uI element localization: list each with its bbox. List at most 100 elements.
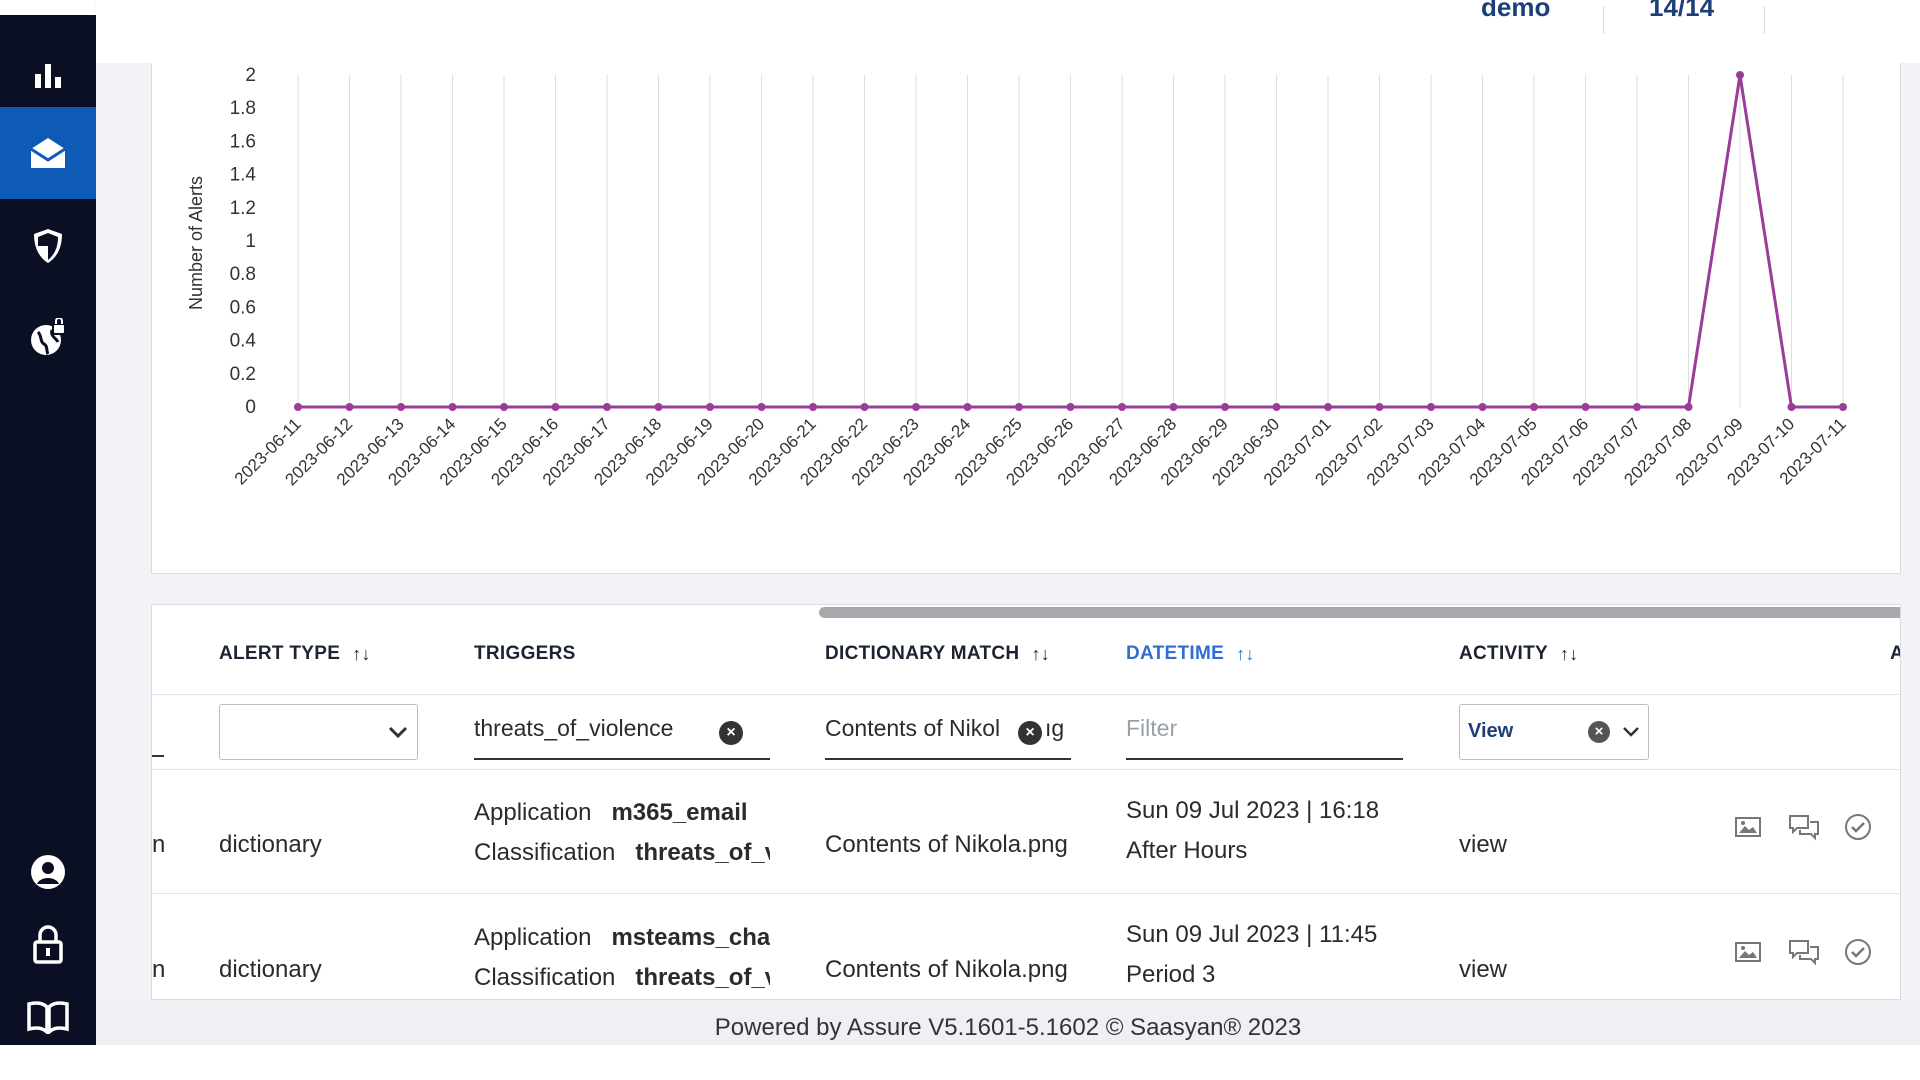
activity-cell: view xyxy=(1459,831,1508,858)
data-point[interactable] xyxy=(963,403,972,411)
sort-icon[interactable]: ↑↓ xyxy=(1236,643,1255,664)
y-tick-label: 0 xyxy=(245,397,256,418)
activity-filter-select[interactable]: View × xyxy=(1459,704,1649,760)
data-point[interactable] xyxy=(551,403,560,411)
column-header-triggers[interactable]: TRIGGERS xyxy=(474,643,576,665)
alerts-chart-panel: 2 1.8 1.6 1.4 1.2 1 0.8 0.6 0.4 0.2 0 2023-06-11 20… xyxy=(151,63,1901,574)
column-header-truncated[interactable]: A xyxy=(1890,643,1900,665)
data-point[interactable] xyxy=(345,403,354,411)
data-point[interactable] xyxy=(397,403,405,411)
sort-icon[interactable]: ↑↓ xyxy=(1559,643,1579,664)
dictionary-match-filter-input[interactable]: Contents of Nikol × ıg xyxy=(825,715,1071,760)
data-point[interactable] xyxy=(1118,403,1126,411)
trigger-application-value: m365_email xyxy=(611,799,748,826)
resolve-check-icon[interactable] xyxy=(1844,813,1872,841)
nav-reports[interactable] xyxy=(0,30,96,122)
y-tick-label: 1.8 xyxy=(230,98,256,119)
envelope-icon xyxy=(30,138,66,168)
y-axis-label: Number of Alerts xyxy=(186,176,206,310)
sort-icon[interactable]: ↑↓ xyxy=(1031,643,1051,664)
data-point[interactable] xyxy=(757,403,766,411)
nav-web[interactable] xyxy=(0,292,96,384)
datetime-filter-input[interactable]: Filter xyxy=(1126,715,1403,760)
column-header-activity[interactable]: ACTIVITY ↑↓ xyxy=(1459,643,1579,665)
data-point[interactable] xyxy=(500,403,508,411)
nav-docs[interactable] xyxy=(0,971,96,1063)
globe-lock-icon xyxy=(31,318,66,355)
y-tick-label: 0.4 xyxy=(230,331,257,352)
dictionary-match-cell: Contents of Nikola.png xyxy=(825,831,1068,858)
filter-underline-stub xyxy=(152,755,164,757)
nav-logout[interactable] xyxy=(0,898,96,990)
clear-filter-icon[interactable]: × xyxy=(719,721,743,745)
data-point[interactable] xyxy=(1736,71,1744,79)
y-tick-label: 0.2 xyxy=(230,364,256,385)
data-point[interactable] xyxy=(1839,403,1847,411)
data-point[interactable] xyxy=(294,403,302,411)
chat-icon[interactable] xyxy=(1788,813,1820,841)
data-point[interactable] xyxy=(1015,403,1023,411)
horizontal-scrollbar[interactable] xyxy=(819,607,1900,618)
data-point[interactable] xyxy=(603,403,611,411)
divider xyxy=(1603,6,1604,34)
clear-filter-icon[interactable]: × xyxy=(1588,721,1610,743)
data-point[interactable] xyxy=(1787,403,1796,411)
data-point[interactable] xyxy=(1169,403,1178,411)
column-header-dictionary-match[interactable]: DICTIONARY MATCH ↑↓ xyxy=(825,643,1050,665)
shield-icon xyxy=(34,229,62,263)
chat-icon[interactable] xyxy=(1788,938,1820,966)
data-point[interactable] xyxy=(1633,403,1641,411)
data-point[interactable] xyxy=(1530,403,1538,411)
lock-icon xyxy=(33,925,63,964)
chevron-down-icon xyxy=(1623,727,1639,737)
data-point[interactable] xyxy=(1478,403,1487,411)
divider xyxy=(1764,6,1765,34)
resolve-check-icon[interactable] xyxy=(1844,938,1872,966)
triggers-filter-input[interactable]: threats_of_violence × xyxy=(474,715,770,760)
data-point[interactable] xyxy=(1324,403,1332,411)
data-point[interactable] xyxy=(1272,403,1281,411)
data-point[interactable] xyxy=(860,403,869,411)
data-point[interactable] xyxy=(706,403,714,411)
data-point[interactable] xyxy=(1066,403,1075,411)
data-point[interactable] xyxy=(912,403,920,411)
nav-alerts[interactable] xyxy=(0,107,96,199)
y-tick-label: 0.6 xyxy=(230,297,256,318)
top-stat-value: 14/14 xyxy=(1649,0,1715,22)
column-header-alert-type[interactable]: ALERT TYPE ↑↓ xyxy=(219,643,371,665)
footer-text: Powered by Assure V5.1601-5.1602 © Saasy… xyxy=(714,1014,1302,1041)
dictionary-match-cell: Contents of Nikola.png xyxy=(825,956,1068,983)
data-point[interactable] xyxy=(654,403,663,411)
nav-security[interactable] xyxy=(0,200,96,292)
trigger-classification-value: threats_of_v xyxy=(635,964,770,991)
clear-filter-icon[interactable]: × xyxy=(1018,721,1042,745)
data-point[interactable] xyxy=(448,403,457,411)
book-icon xyxy=(27,1001,69,1034)
image-icon[interactable] xyxy=(1734,815,1762,839)
column-header-label: TRIGGERS xyxy=(474,643,576,664)
y-tick-label: 0.8 xyxy=(230,264,256,285)
image-icon[interactable] xyxy=(1734,940,1762,964)
data-point[interactable] xyxy=(1427,403,1435,411)
y-tick-label: 1.6 xyxy=(230,131,256,152)
data-point[interactable] xyxy=(1221,403,1229,411)
data-point[interactable] xyxy=(1375,403,1384,411)
sort-icon[interactable]: ↑↓ xyxy=(352,643,371,664)
alert-type-cell: dictionary xyxy=(219,956,322,983)
trigger-application-label: Application xyxy=(474,799,592,826)
alert-type-filter-select[interactable] xyxy=(219,704,418,760)
datetime-filter-placeholder: Filter xyxy=(1126,715,1178,741)
y-tick-label: 2 xyxy=(245,65,256,86)
datetime-cell: Sun 09 Jul 2023 | 11:45 xyxy=(1126,921,1378,948)
data-point[interactable] xyxy=(809,403,817,411)
data-point[interactable] xyxy=(1581,403,1590,411)
column-header-datetime[interactable]: DATETIME ↑↓ xyxy=(1126,643,1255,665)
data-point[interactable] xyxy=(1684,403,1693,411)
y-tick-label: 1.2 xyxy=(230,198,256,219)
alert-type-cell: dictionary xyxy=(219,831,322,858)
user-icon xyxy=(31,855,65,889)
column-header-label: DATETIME xyxy=(1126,643,1225,664)
trigger-classification-line: Classification threats_of_v xyxy=(474,839,770,867)
nav-profile[interactable] xyxy=(0,826,96,918)
column-header-label: DICTIONARY MATCH xyxy=(825,643,1020,664)
